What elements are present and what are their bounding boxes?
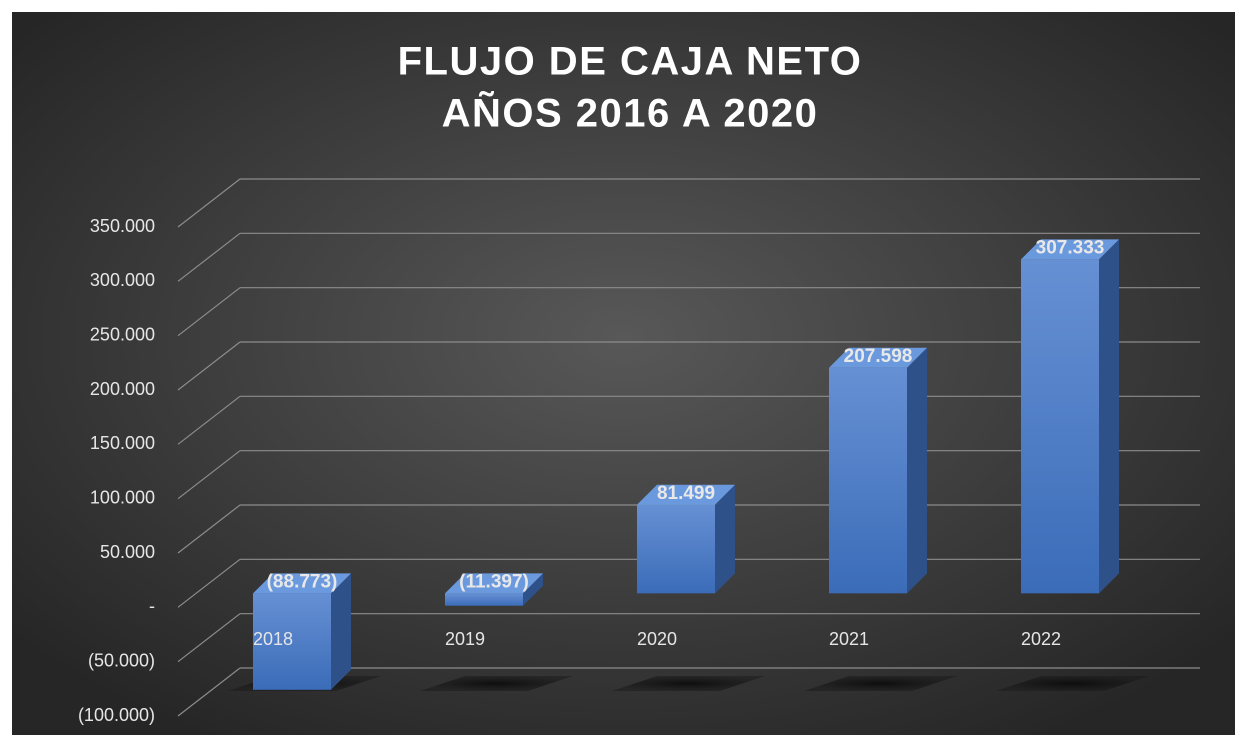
x-tick-label: 2021	[829, 629, 869, 649]
y-tick-label: 300.000	[90, 270, 155, 290]
data-label: (88.773)	[267, 571, 338, 592]
y-tick-label: (100.000)	[78, 705, 155, 725]
data-label: 81.499	[657, 483, 715, 504]
y-tick-label: 350.000	[90, 216, 155, 236]
data-label: 307.333	[1036, 237, 1105, 258]
data-label: 207.598	[844, 346, 913, 367]
bar-top	[445, 573, 543, 594]
bar	[445, 593, 523, 606]
bar-top	[1021, 239, 1119, 260]
x-tick-label: 2020	[637, 629, 677, 649]
y-tick-label: 100.000	[90, 487, 155, 507]
bar-shadow	[804, 676, 957, 691]
grid-line	[177, 395, 241, 445]
chart-title: AÑOS 2016 A 2020	[442, 90, 819, 136]
grid-line	[177, 341, 241, 391]
y-tick-label: (50.000)	[88, 650, 155, 670]
bar	[1021, 259, 1099, 594]
bar-top	[829, 347, 927, 368]
y-tick-label: -	[149, 596, 155, 616]
bar-side	[331, 573, 351, 690]
grid-line	[177, 504, 241, 554]
bar-side	[1099, 239, 1119, 594]
grid-line	[177, 613, 241, 663]
bar-shadow	[612, 676, 765, 691]
bar-side	[715, 484, 735, 594]
grid-line	[177, 178, 241, 228]
bar-shadow	[420, 676, 573, 691]
bar-side	[907, 347, 927, 594]
grid-line	[177, 667, 241, 717]
bar	[253, 593, 331, 690]
y-tick-label: 150.000	[90, 433, 155, 453]
x-tick-label: 2019	[445, 629, 485, 649]
bar	[637, 504, 715, 594]
x-tick-label: 2022	[1021, 629, 1061, 649]
grid-line	[177, 558, 241, 608]
y-tick-label: 200.000	[90, 379, 155, 399]
bar-shadow	[996, 676, 1149, 691]
data-label: (11.397)	[459, 571, 529, 592]
grid-line	[177, 450, 241, 500]
grid-line	[177, 232, 241, 282]
bar-top	[637, 484, 735, 505]
bar-side	[523, 573, 543, 606]
y-tick-label: 250.000	[90, 324, 155, 344]
x-tick-label: 2018	[253, 629, 293, 649]
chart-title: FLUJO DE CAJA NETO	[398, 40, 863, 84]
bar-top	[253, 573, 351, 594]
y-tick-label: 50.000	[100, 542, 155, 562]
grid-line	[177, 287, 241, 337]
bar	[829, 367, 907, 594]
